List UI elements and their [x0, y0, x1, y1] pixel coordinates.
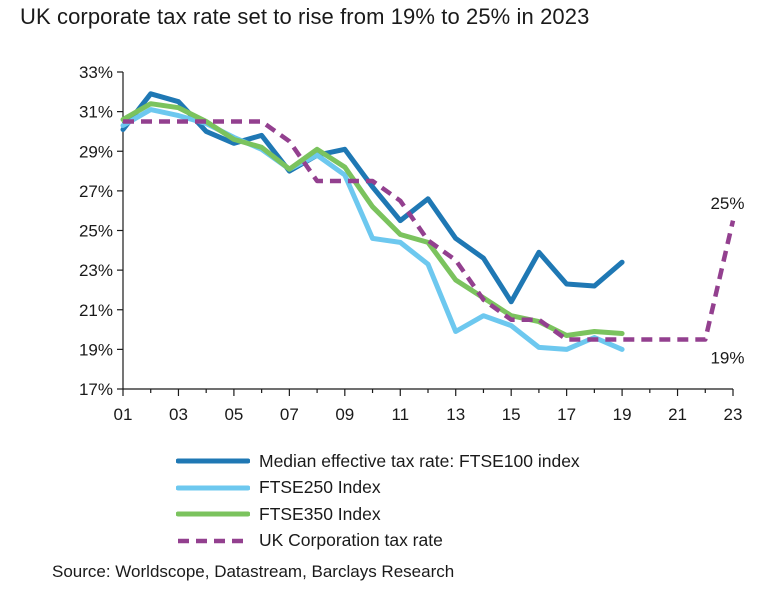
y-tick-label: 29% [79, 142, 113, 161]
y-tick-label: 27% [79, 182, 113, 201]
y-tick-label: 21% [79, 301, 113, 320]
legend-item-ftse250-index: FTSE250 Index [176, 475, 580, 502]
legend-item-ftse350-index: FTSE350 Index [176, 501, 580, 528]
x-tick-label: 15 [502, 405, 521, 424]
line-chart: 17% 19% 21% 23% 25% 27% 29% 31% 33% 01 03 05 07 09 11 1… [79, 63, 745, 424]
legend-swatch [176, 481, 250, 495]
x-tick-label: 23 [724, 405, 743, 424]
x-tick-label: 17 [557, 405, 576, 424]
x-tick-label: 21 [668, 405, 687, 424]
legend-item-median-effective-tax-rate-ftse100-index: Median effective tax rate: FTSE100 index [176, 448, 580, 475]
x-tick-label: 07 [280, 405, 299, 424]
x-tick-label: 13 [446, 405, 465, 424]
x-tick-label: 19 [613, 405, 632, 424]
y-tick-label: 25% [79, 222, 113, 241]
y-tick-label: 31% [79, 103, 113, 122]
series-line-ftse350-index [120, 101, 625, 338]
y-tick-label: 19% [79, 340, 113, 359]
y-tick-label: 23% [79, 261, 113, 280]
annotation-label: 25% [710, 194, 744, 213]
legend-swatch [176, 454, 250, 468]
legend-swatch [176, 534, 250, 548]
x-tick-label: 01 [114, 405, 133, 424]
series-line-ftse250-index [120, 107, 625, 352]
y-tick-label: 33% [79, 63, 113, 82]
legend-label: FTSE250 Index [259, 477, 381, 498]
x-tick-label: 11 [391, 405, 409, 424]
chart-legend: Median effective tax rate: FTSE100 index… [176, 448, 580, 554]
x-tick-label: 03 [169, 405, 188, 424]
series-line-uk-corporation-tax-rate [123, 119, 736, 342]
x-tick-label: 05 [224, 405, 243, 424]
chart-title: UK corporate tax rate set to rise from 1… [20, 4, 590, 29]
legend-item-uk-corporation-tax-rate: UK Corporation tax rate [176, 528, 580, 555]
legend-label: UK Corporation tax rate [259, 530, 443, 551]
annotation-label: 19% [710, 348, 744, 367]
x-tick-label: 09 [335, 405, 354, 424]
legend-swatch [176, 507, 250, 521]
legend-label: FTSE350 Index [259, 503, 381, 524]
series-line-median-effective-tax-rate-ftse100-index [120, 91, 625, 305]
legend-label: Median effective tax rate: FTSE100 index [259, 450, 580, 471]
y-tick-label: 17% [79, 380, 113, 399]
source-note: Source: Worldscope, Datastream, Barclays… [52, 562, 455, 581]
